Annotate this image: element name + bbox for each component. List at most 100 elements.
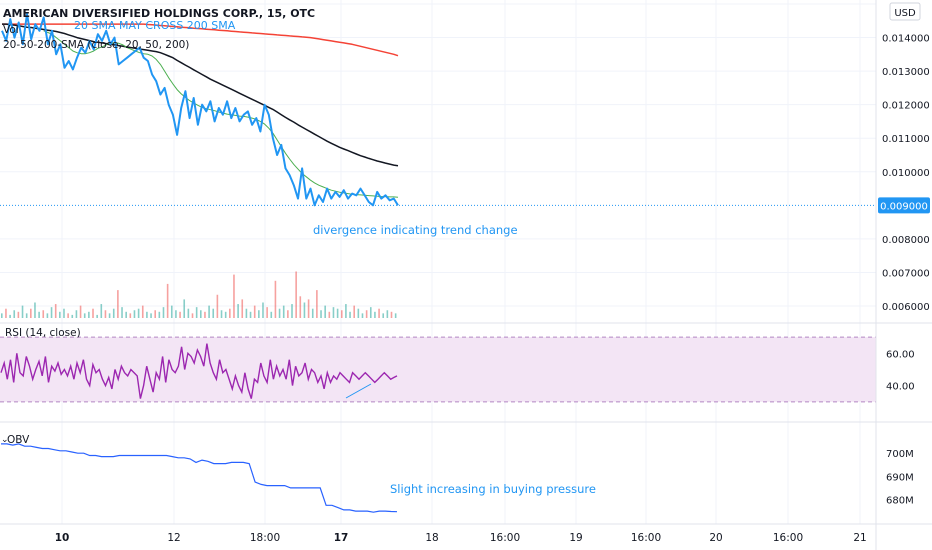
volume-bar [75,310,78,318]
volume-bar [137,308,140,318]
volume-bar [307,299,310,318]
idea-overlay-text: 20 SMA MAY CROSS 200 SMA [74,19,236,32]
symbol-title[interactable]: AMERICAN DIVERSIFIED HOLDINGS CORP., 15,… [3,7,315,20]
time-tick-label: 17 [334,532,349,544]
last-price-badge [878,197,930,214]
volume-bar [63,308,65,318]
volume-bar [324,305,326,318]
volume-bar [200,310,202,318]
volume-bar [220,310,223,318]
volume-bar [146,311,148,318]
volume-bar [258,310,260,318]
volume-bar [54,304,57,318]
volume-bar [121,307,123,318]
volume-bar [382,313,385,318]
divergence-trendline[interactable] [345,383,372,399]
rsi-line [0,343,398,399]
volume-bar [13,310,16,318]
volume-bar [175,310,177,318]
volume-bar [96,314,98,318]
volume-bar [369,307,372,318]
rsi-series [0,343,398,399]
volume-bar [287,310,289,318]
volume-bar [365,310,368,318]
rsi-legend[interactable]: RSI (14, close) [5,327,81,339]
volume-bar [104,310,107,318]
time-tick-label: 12 [167,532,180,544]
volume-bar [9,314,11,318]
volume-bar [282,305,285,318]
price-axis[interactable]: 0.014000 0.013000 0.012000 0.011000 0.010000… [882,34,930,313]
volume-bar [162,307,165,318]
obv-tick-label: 690M [886,472,914,483]
volume-bar [204,311,206,318]
volume-bar [336,308,339,318]
volume-bar [262,302,264,318]
time-tick-label: 16:00 [631,532,661,544]
time-tick-label: 16:00 [490,532,520,544]
volume-bar [390,311,393,318]
volume-bar [212,308,215,318]
obv-legend-arrow: ⌄ [1,435,9,445]
time-tick-label: 20 [709,532,722,544]
volume-bar [249,311,252,318]
volume-bar [378,308,380,318]
volume-bar [129,313,132,318]
volume-bar [179,311,181,318]
divergence-annotation[interactable]: divergence indicating trend change [313,223,518,237]
volume-bar [340,310,343,318]
horizontal-gridlines [0,3,876,307]
price-tick-label: 0.011000 [882,134,930,145]
time-tick-label: 18:00 [250,532,280,544]
volume-bar [345,304,347,318]
volume-bar [216,294,219,318]
volume-bar [266,307,268,318]
last-price-value: 0.009000 [880,201,928,212]
volume-bar [224,311,227,318]
volume-bar [112,308,115,318]
volume-bar [100,304,103,318]
volume-bar [154,310,156,318]
obv-axis[interactable]: 700M 690M 680M [886,449,914,506]
rsi-tick-label: 40.00 [886,382,915,393]
volume-bar [195,307,198,318]
volume-bar [386,310,389,318]
volume-bar [332,307,335,318]
volume-bar [191,313,194,318]
volume-bar [30,308,32,318]
rsi-axis[interactable]: 60.00 40.00 [886,349,915,392]
volume-bar [67,313,69,318]
price-tick-label: 0.007000 [882,268,930,279]
sma50-line [2,23,399,167]
obv-series [1,443,398,513]
volume-bar [187,308,190,318]
buying-pressure-annotation[interactable]: Slight increasing in buying pressure [390,482,596,496]
volume-bar [59,311,61,318]
currency-box[interactable] [889,2,921,21]
volume-bar [125,311,127,318]
volume-bar [83,313,86,318]
volume-bar [233,274,235,318]
volume-bar [274,280,277,318]
volume-bar [361,313,364,318]
volume-bar [170,305,173,318]
volume-bar [270,311,273,318]
obv-legend[interactable]: OBV [7,434,30,446]
volume-bar [353,305,355,318]
volume-bar [374,311,376,318]
time-axis[interactable]: 10 12 18:00 17 18 16:00 19 16:00 20 16:00 21 [55,532,867,544]
obv-line [1,443,398,513]
rsi-tick-label: 60.00 [886,349,915,360]
time-tick-label: 16:00 [773,532,803,544]
price-series [1,13,399,207]
price-tick-label: 0.008000 [882,235,930,246]
sma-legend[interactable]: 20-50-200-SMA (close, 20, 50, 200) [3,39,189,51]
volume-legend[interactable]: Vol [3,24,19,36]
volume-bar [133,310,136,318]
volume-bar [303,302,306,318]
price-tick-label: 0.006000 [882,302,930,313]
obv-tick-label: 700M [886,449,914,460]
volume-bar [88,311,90,318]
